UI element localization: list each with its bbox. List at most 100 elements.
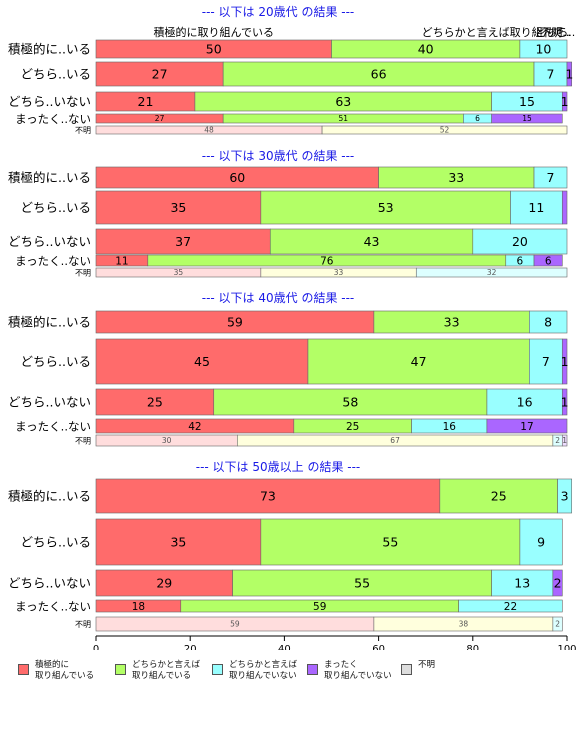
bar-segment: [458, 599, 563, 613]
data-label: 11: [115, 255, 128, 267]
x-tick-label: 40: [278, 644, 291, 650]
legend-label-4: まったく 取り組んでいない: [324, 660, 392, 681]
data-label: 21: [138, 94, 154, 109]
data-label: 10: [535, 42, 551, 57]
x-tick-label: 60: [372, 644, 385, 650]
column-header-label: 積極的に取り組んでいる: [154, 25, 274, 39]
data-label: 25: [491, 489, 507, 504]
data-label: 51: [339, 114, 349, 123]
data-label: 48: [204, 126, 214, 135]
data-label: 63: [335, 94, 351, 109]
data-label: 53: [378, 200, 394, 215]
bar-segment: [491, 569, 554, 597]
data-label: 3: [561, 489, 569, 504]
legend-item-3: どちらかと言えば 取り組んでいない: [212, 660, 297, 682]
data-label: 59: [230, 620, 240, 629]
bar-segment: [519, 518, 563, 566]
data-label: 33: [444, 315, 460, 330]
data-label: 55: [354, 576, 370, 591]
data-label: 16: [443, 421, 457, 433]
row-label: どちら..いる: [21, 535, 91, 550]
row-label: まったく..ない: [15, 420, 91, 434]
data-label: 7: [542, 354, 550, 369]
data-label: 30: [162, 436, 172, 445]
legend-item-4: まったく 取り組んでいない: [307, 660, 392, 682]
panel-title: --- 以下は 50歳以上 の結果 ---: [196, 460, 361, 474]
row-label: 不明: [75, 437, 91, 446]
x-tick-label: 0: [93, 644, 99, 650]
bar-segment: [321, 125, 568, 135]
row-label: どちら..いない: [8, 234, 91, 249]
bar-segment: [561, 190, 568, 225]
bar-segment: [486, 418, 568, 434]
legend-label-2: どちらかと言えば 取り組んでいる: [132, 660, 201, 681]
column-header-label: どちら..: [535, 26, 575, 39]
data-label: 42: [188, 421, 201, 433]
data-label: 6: [517, 255, 524, 267]
data-label: 1: [565, 67, 573, 82]
bar-segment: [439, 478, 558, 514]
bar-segment: [95, 569, 233, 597]
data-label: 13: [514, 576, 530, 591]
data-label: 67: [390, 436, 400, 445]
legend: 積極的に 取り組んでいる どちらかと言えば 取り組んでいる どちらかと言えば 取…: [18, 660, 578, 690]
x-tick-label: 20: [184, 644, 197, 650]
bar-segment: [510, 190, 563, 225]
row-label: まったく..ない: [15, 254, 91, 268]
row-label: まったく..ない: [15, 600, 91, 614]
data-label: 27: [152, 67, 168, 82]
data-label: 76: [320, 255, 334, 267]
row-label: どちら..いない: [8, 94, 91, 109]
bar-segment: [561, 338, 568, 385]
data-label: 9: [537, 535, 545, 550]
data-label: 15: [519, 94, 535, 109]
bar-segment: [529, 310, 568, 334]
data-label: 58: [342, 395, 358, 410]
bar-segment: [533, 166, 568, 189]
data-label: 33: [448, 170, 464, 185]
x-tick-label: 80: [466, 644, 479, 650]
data-label: 1: [561, 354, 569, 369]
bar-segment: [561, 91, 568, 112]
data-label: 38: [459, 620, 469, 629]
data-label: 60: [229, 170, 245, 185]
data-label: 22: [504, 601, 517, 613]
row-label: 不明: [75, 269, 91, 278]
data-label: 16: [517, 395, 533, 410]
legend-item-2: どちらかと言えば 取り組んでいる: [115, 660, 200, 682]
data-label: 11: [528, 200, 544, 215]
bar-segment: [307, 338, 530, 385]
panel-title: --- 以下は 30歳代 の結果 ---: [202, 149, 355, 163]
data-label: 59: [313, 601, 326, 613]
bar-segment: [95, 228, 271, 255]
legend-swatch-2: [115, 664, 126, 675]
data-label: 35: [170, 535, 186, 550]
data-label: 32: [487, 268, 497, 277]
row-label: 不明: [75, 620, 91, 629]
bar-segment: [566, 61, 573, 87]
data-label: 2: [555, 620, 560, 629]
legend-swatch-5: [401, 664, 412, 675]
panel-title: --- 以下は 40歳代 の結果 ---: [202, 291, 355, 305]
bar-segment: [269, 228, 474, 255]
data-label: 1: [561, 94, 569, 109]
data-label: 55: [382, 535, 398, 550]
column-header-label: 不明..: [540, 26, 569, 39]
legend-label-5: 不明: [418, 660, 436, 670]
row-label: 積極的に..いる: [8, 489, 91, 504]
bar-segment: [552, 569, 563, 597]
data-label: 43: [364, 234, 380, 249]
row-label: どちら..いない: [8, 395, 91, 410]
data-label: 6: [475, 114, 480, 123]
data-label: 25: [346, 421, 359, 433]
legend-label-1: 積極的に 取り組んでいる: [35, 660, 95, 681]
bar-segment: [557, 478, 573, 514]
bar-segment: [491, 113, 563, 124]
data-label: 2: [555, 436, 560, 445]
bar-segment: [260, 190, 511, 225]
row-label: どちら..いる: [21, 67, 91, 82]
stacked-bar-chart: 積極的に取り組んでいる どちらかと言えば取り組んで..どちら..不明.. --- 以…: [8, 5, 577, 650]
data-label: 73: [260, 489, 276, 504]
data-label: 18: [132, 601, 145, 613]
legend-item-1: 積極的に 取り組んでいる: [18, 660, 94, 682]
